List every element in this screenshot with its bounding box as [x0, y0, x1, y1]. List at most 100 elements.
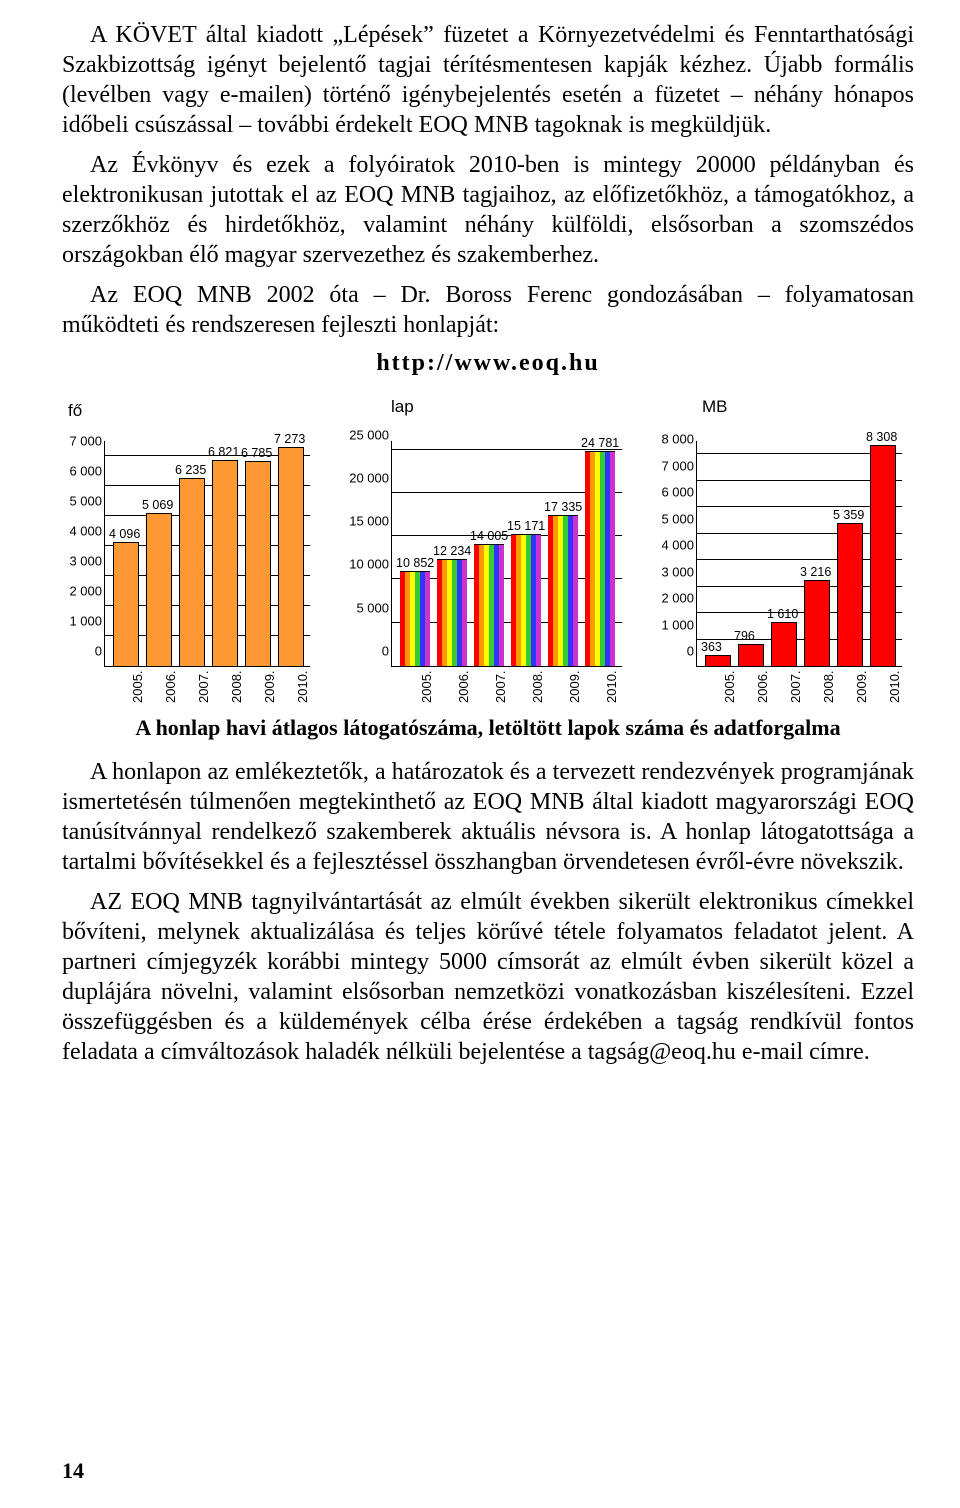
- chart-bar-label: 4 096: [109, 527, 140, 541]
- chart-fo: fő 01 0002 0003 0004 0005 0006 0007 0004…: [62, 397, 322, 707]
- chart-mb-plot: 01 0002 0003 0004 0005 0006 0007 0008 00…: [696, 441, 902, 667]
- chart-xlabel: 2005.: [419, 670, 434, 703]
- chart-bar: [474, 545, 504, 666]
- charts-row: fő 01 0002 0003 0004 0005 0006 0007 0004…: [62, 397, 914, 707]
- paragraph-1: A KÖVET által kiadott „Lépések” füzetet …: [62, 20, 914, 140]
- chart-bar-label: 10 852: [396, 556, 434, 570]
- chart-bar: [437, 560, 467, 666]
- chart-xlabel: 2006.: [755, 670, 770, 703]
- chart-bar-label: 8 308: [866, 430, 897, 444]
- chart-mb: MB 01 0002 0003 0004 0005 0006 0007 0008…: [654, 397, 914, 707]
- chart-bar: [146, 514, 172, 666]
- chart-ytick: 4 000: [69, 524, 105, 539]
- chart-ytick: 1 000: [661, 617, 697, 632]
- chart-bar: [705, 656, 731, 666]
- chart-ytick: 2 000: [661, 591, 697, 606]
- chart-xlabel: 2008.: [530, 670, 545, 703]
- chart-lap-title: lap: [391, 397, 414, 417]
- chart-bar: [870, 446, 896, 666]
- chart-ytick: 25 000: [349, 427, 392, 442]
- chart-xlabel: 2007.: [196, 670, 211, 703]
- paragraph-2: Az Évkönyv és ezek a folyóiratok 2010-be…: [62, 150, 914, 270]
- chart-fo-plot: 01 0002 0003 0004 0005 0006 0007 0004 09…: [104, 441, 310, 667]
- chart-ytick: 1 000: [69, 614, 105, 629]
- chart-ytick: 7 000: [661, 458, 697, 473]
- chart-lap-xlabels: 2005. 2006. 2007. 2008. 2009. 2010.: [391, 667, 621, 707]
- chart-bar: [212, 461, 238, 666]
- chart-xlabel: 2010.: [604, 670, 619, 703]
- chart-bar: [738, 645, 764, 666]
- chart-fo-xlabels: 2005. 2006. 2007. 2008. 2009. 2010.: [104, 667, 309, 707]
- chart-bar: [771, 623, 797, 666]
- paragraph-4: A honlapon az emlékeztetők, a határozato…: [62, 757, 914, 877]
- chart-bar-label: 363: [701, 640, 722, 654]
- chart-xlabel: 2010.: [295, 670, 310, 703]
- body-text-top: A KÖVET által kiadott „Lépések” füzetet …: [62, 20, 914, 340]
- page-number: 14: [62, 1458, 84, 1484]
- chart-xlabel: 2006.: [456, 670, 471, 703]
- chart-ytick: 8 000: [661, 432, 697, 447]
- chart-ytick: 3 000: [69, 554, 105, 569]
- chart-xlabel: 2007.: [788, 670, 803, 703]
- chart-xlabel: 2005.: [130, 670, 145, 703]
- chart-ytick: 0: [95, 644, 105, 659]
- chart-xlabel: 2009.: [262, 670, 277, 703]
- chart-lap-plot: 05 00010 00015 00020 00025 00010 85212 2…: [391, 441, 622, 667]
- chart-bar: [837, 524, 863, 666]
- chart-ytick: 2 000: [69, 584, 105, 599]
- chart-ytick: 3 000: [661, 564, 697, 579]
- chart-bar-label: 6 821: [208, 445, 239, 459]
- chart-lap: lap 05 00010 00015 00020 00025 00010 852…: [343, 397, 633, 707]
- chart-bar: [804, 581, 830, 666]
- chart-bar-label: 6 235: [175, 463, 206, 477]
- chart-ytick: 7 000: [69, 434, 105, 449]
- chart-bar: [179, 479, 205, 666]
- chart-bar-label: 5 359: [833, 508, 864, 522]
- chart-mb-title: MB: [702, 397, 728, 417]
- chart-xlabel: 2010.: [887, 670, 902, 703]
- chart-bar: [400, 572, 430, 666]
- chart-ytick: 5 000: [661, 511, 697, 526]
- body-text-bottom: A honlapon az emlékeztetők, a határozato…: [62, 757, 914, 1067]
- chart-bar: [548, 516, 578, 666]
- paragraph-5: AZ EOQ MNB tagnyilvántartását az elmúlt …: [62, 887, 914, 1067]
- chart-xlabel: 2009.: [854, 670, 869, 703]
- chart-bar-label: 15 171: [507, 519, 545, 533]
- chart-bar: [245, 462, 271, 666]
- chart-bar-label: 7 273: [274, 432, 305, 446]
- chart-bar: [113, 543, 139, 666]
- chart-ytick: 5 000: [69, 494, 105, 509]
- chart-caption: A honlap havi átlagos látogatószáma, let…: [62, 715, 914, 741]
- chart-ytick: 10 000: [349, 557, 392, 572]
- chart-xlabel: 2008.: [821, 670, 836, 703]
- chart-xlabel: 2008.: [229, 670, 244, 703]
- chart-bar-label: 24 781: [581, 436, 619, 450]
- chart-xlabel: 2006.: [163, 670, 178, 703]
- page: A KÖVET által kiadott „Lépések” füzetet …: [0, 0, 960, 1508]
- chart-ytick: 4 000: [661, 538, 697, 553]
- chart-ytick: 0: [687, 644, 697, 659]
- chart-bar-label: 17 335: [544, 500, 582, 514]
- chart-bar: [585, 452, 615, 666]
- chart-xlabel: 2009.: [567, 670, 582, 703]
- chart-bar-label: 3 216: [800, 565, 831, 579]
- chart-ytick: 0: [382, 644, 392, 659]
- chart-bar-label: 5 069: [142, 498, 173, 512]
- chart-fo-title: fő: [68, 401, 82, 421]
- chart-bar-label: 12 234: [433, 544, 471, 558]
- homepage-url: http://www.eoq.hu: [62, 350, 914, 377]
- chart-bar-label: 1 610: [767, 607, 798, 621]
- chart-bar-label: 6 785: [241, 446, 272, 460]
- chart-xlabel: 2005.: [722, 670, 737, 703]
- chart-xlabel: 2007.: [493, 670, 508, 703]
- chart-ytick: 6 000: [661, 485, 697, 500]
- chart-bar-label: 14 005: [470, 529, 508, 543]
- chart-bar: [511, 535, 541, 666]
- chart-bar: [278, 448, 304, 666]
- chart-ytick: 5 000: [356, 600, 392, 615]
- chart-bar-label: 796: [734, 629, 755, 643]
- chart-mb-xlabels: 2005. 2006. 2007. 2008. 2009. 2010.: [696, 667, 901, 707]
- chart-ytick: 15 000: [349, 514, 392, 529]
- chart-ytick: 20 000: [349, 470, 392, 485]
- chart-ytick: 6 000: [69, 464, 105, 479]
